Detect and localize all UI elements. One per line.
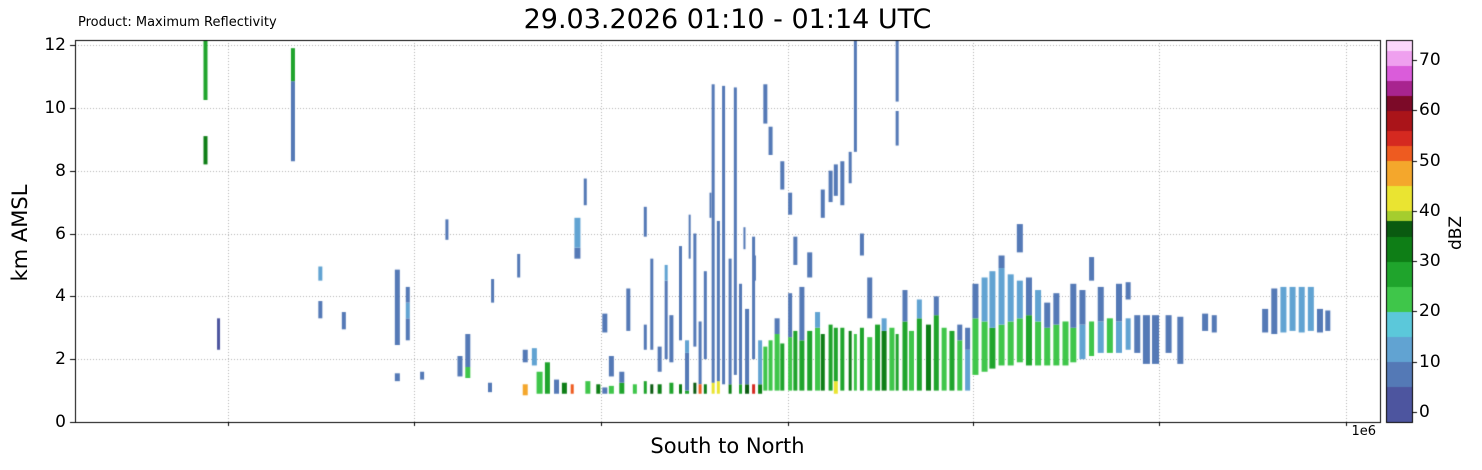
colorbar-tick-label: 70 bbox=[1419, 50, 1441, 71]
colorbar-tick-label: 0 bbox=[1419, 401, 1430, 422]
y-tick-label: 12 bbox=[44, 35, 66, 56]
y-tick-label: 2 bbox=[55, 349, 66, 370]
x-axis-label: South to North bbox=[650, 434, 805, 458]
colorbar-tick-label: 30 bbox=[1419, 251, 1441, 272]
y-tick-label: 10 bbox=[44, 97, 66, 118]
y-tick-label: 0 bbox=[55, 412, 66, 432]
colorbar-tick-label: 50 bbox=[1419, 150, 1441, 171]
colorbar-tick-label: 10 bbox=[1419, 351, 1441, 372]
y-tick-label: 4 bbox=[55, 286, 66, 307]
x-axis-offset-label: 1e6 bbox=[1351, 424, 1376, 439]
y-tick-label: 6 bbox=[55, 223, 66, 244]
colorbar-tick-label: 20 bbox=[1419, 301, 1441, 322]
product-label: Product: Maximum Reflectivity bbox=[78, 15, 277, 30]
colorbar-tick-label: 40 bbox=[1419, 200, 1441, 221]
colorbar-label: dBZ bbox=[1446, 215, 1466, 251]
colorbar-tick-label: 60 bbox=[1419, 100, 1441, 121]
plot-title: 29.03.2026 01:10 - 01:14 UTC bbox=[523, 4, 932, 35]
y-tick-label: 8 bbox=[55, 160, 66, 181]
